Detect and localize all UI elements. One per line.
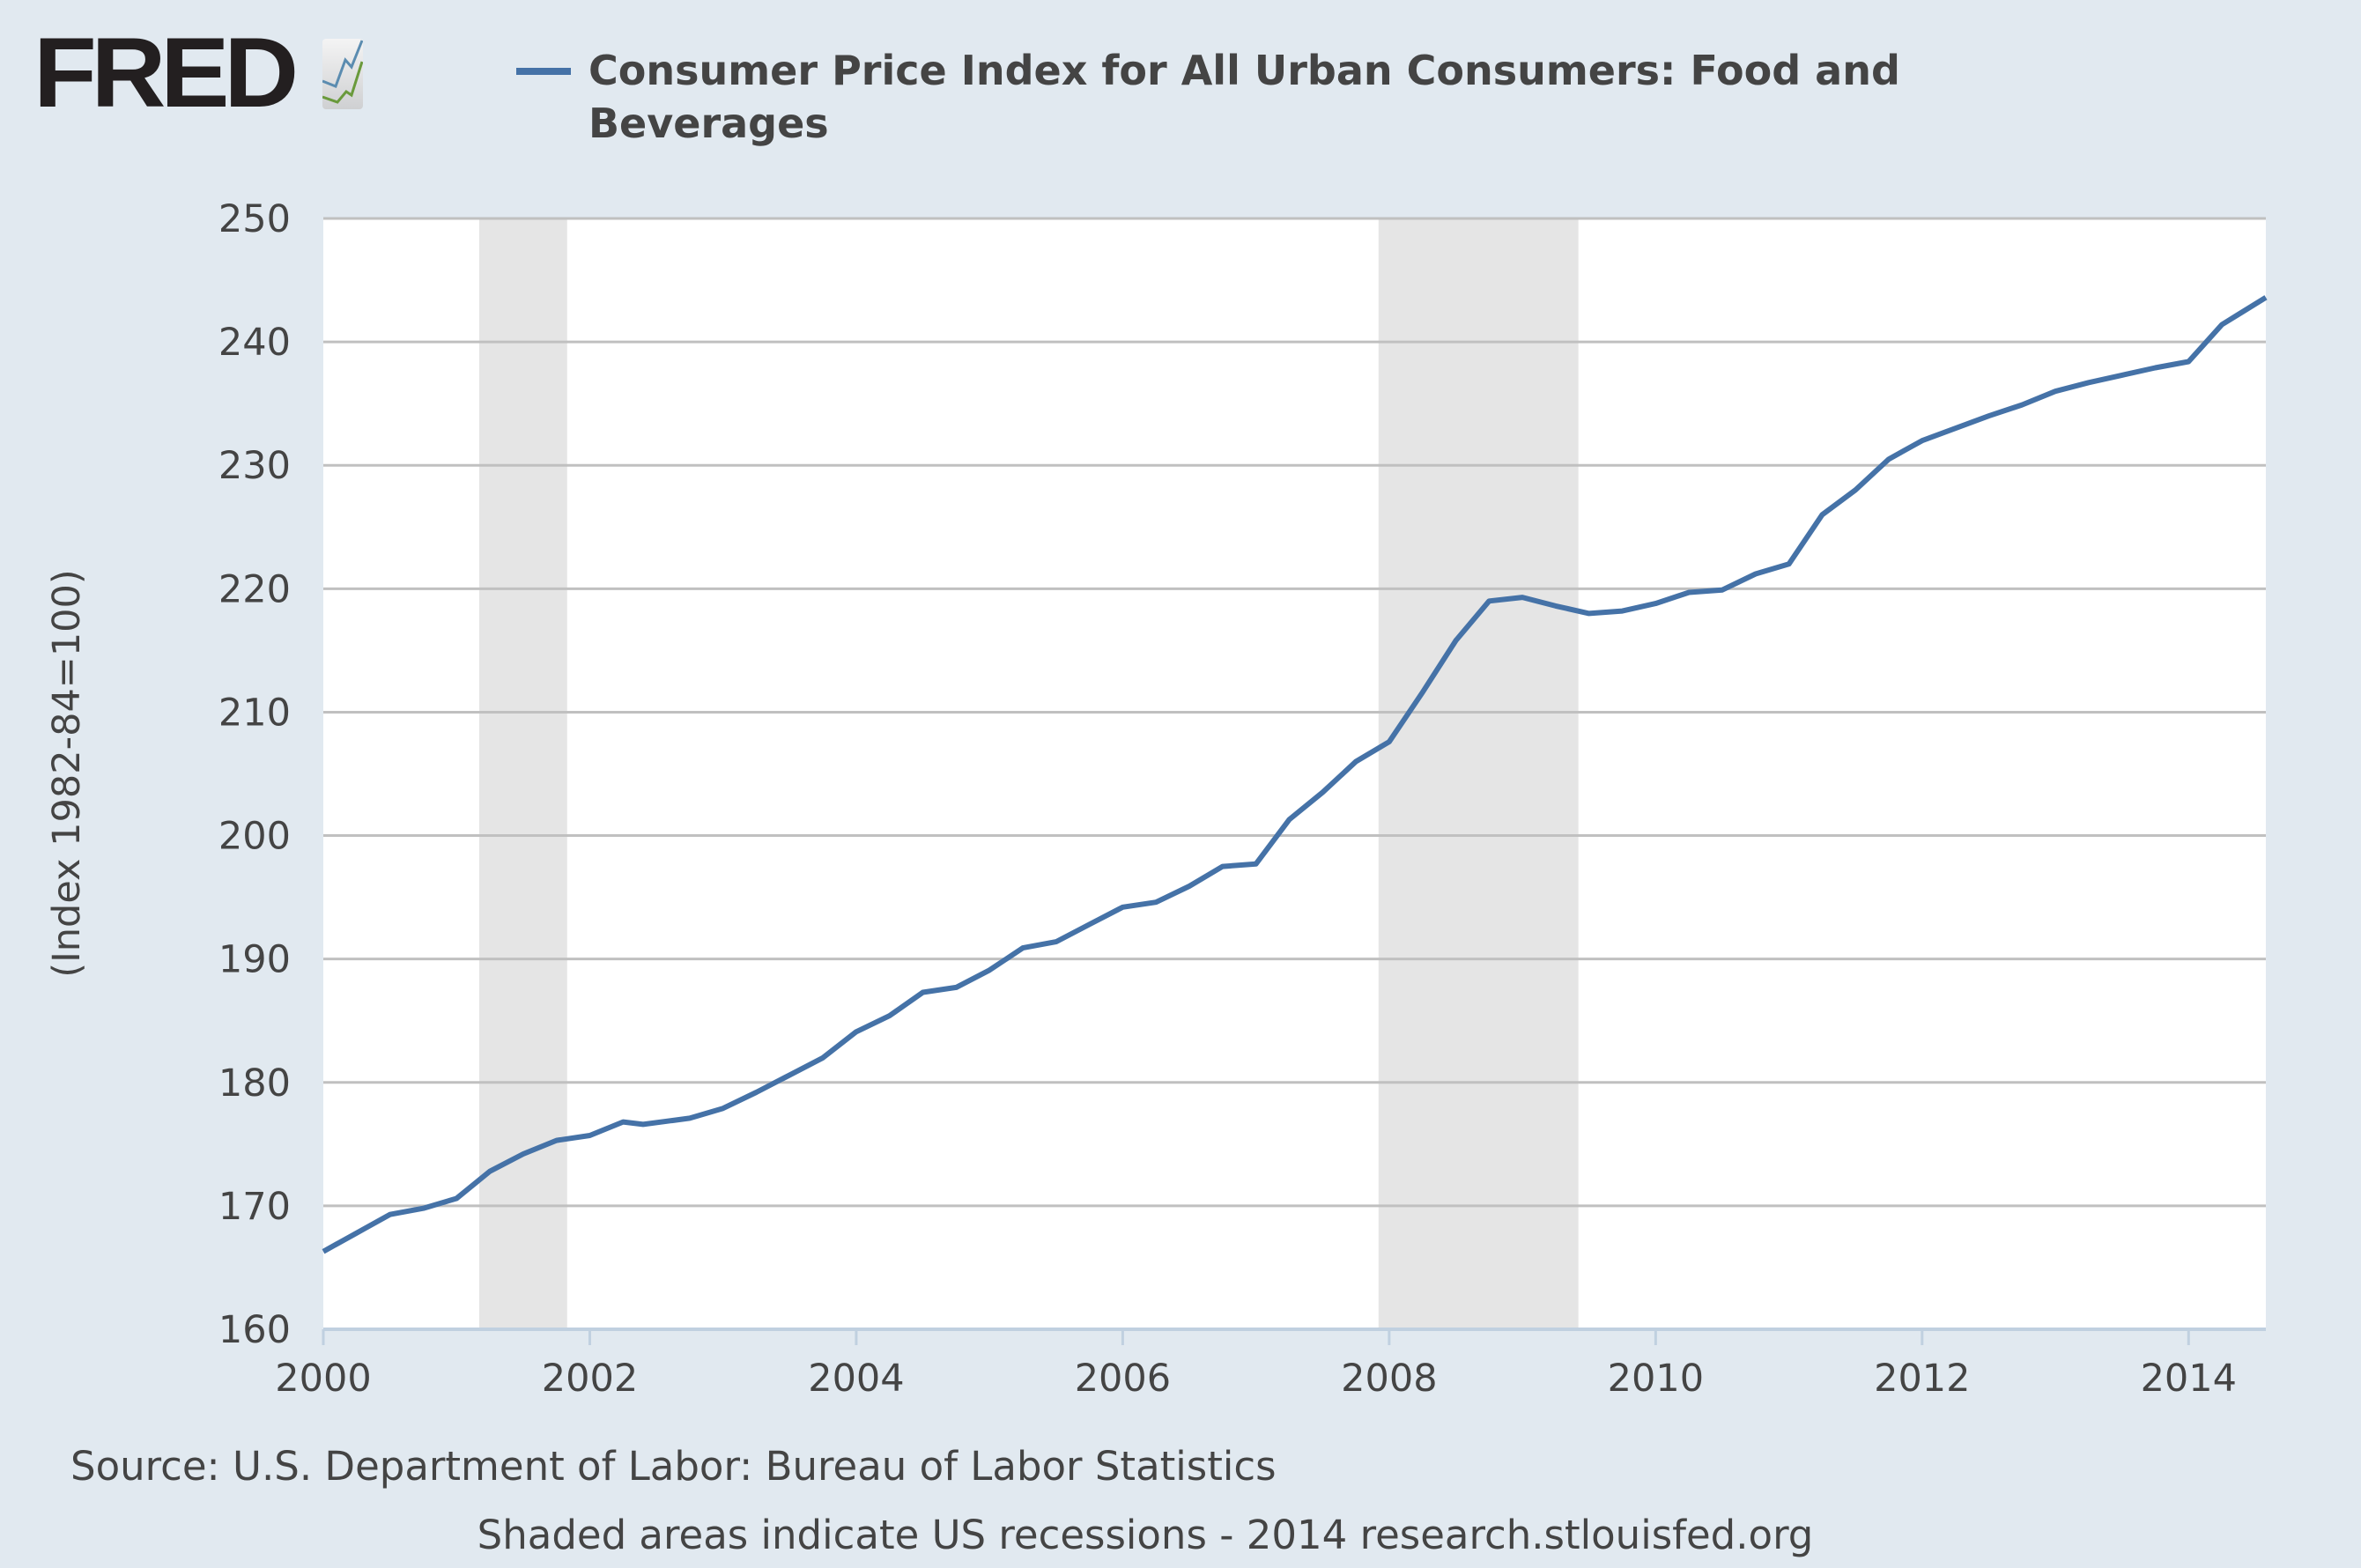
plot-background [323, 218, 2266, 1329]
x-tick-label: 2004 [808, 1357, 904, 1401]
legend-line-swatch [516, 68, 571, 75]
series-line [322, 295, 2268, 1254]
recession-note: Shaded areas indicate US recessions - 20… [477, 1512, 1814, 1558]
y-tick-label: 180 [218, 1061, 291, 1106]
x-tick-label: 2012 [1874, 1357, 1970, 1401]
y-tick-label: 190 [218, 938, 291, 982]
y-tick-label: 160 [218, 1308, 291, 1352]
y-tick-label: 250 [218, 197, 291, 241]
y-tick-label: 240 [218, 321, 291, 365]
y-tick-label: 200 [218, 815, 291, 859]
x-tick-label: 2008 [1341, 1357, 1437, 1401]
fred-chart-icon [322, 39, 363, 109]
y-tick-label: 170 [218, 1185, 291, 1229]
x-tick-label: 2006 [1075, 1357, 1171, 1401]
chart-title: Consumer Price Index for All Urban Consu… [588, 47, 1900, 147]
chart: 160 170 180 190 200 210 220 230 240 250 2000 2002 2… [45, 197, 2268, 1401]
y-tick-label: 220 [218, 567, 291, 611]
source-text: Source: U.S. Department of Labor: Bureau… [70, 1443, 1277, 1490]
recession-band [478, 218, 567, 1329]
x-tick-label: 2000 [275, 1357, 371, 1401]
y-tick-label: 210 [218, 691, 291, 735]
x-tick-label: 2002 [542, 1357, 638, 1401]
fred-logo-text: FRED [33, 18, 299, 128]
x-tick-label: 2010 [1608, 1357, 1704, 1401]
recession-band [1378, 218, 1579, 1329]
y-axis-label: (Index 1982-84=100) [45, 569, 89, 977]
y-tick-label: 230 [218, 444, 291, 488]
x-tick-label: 2014 [2141, 1357, 2237, 1401]
